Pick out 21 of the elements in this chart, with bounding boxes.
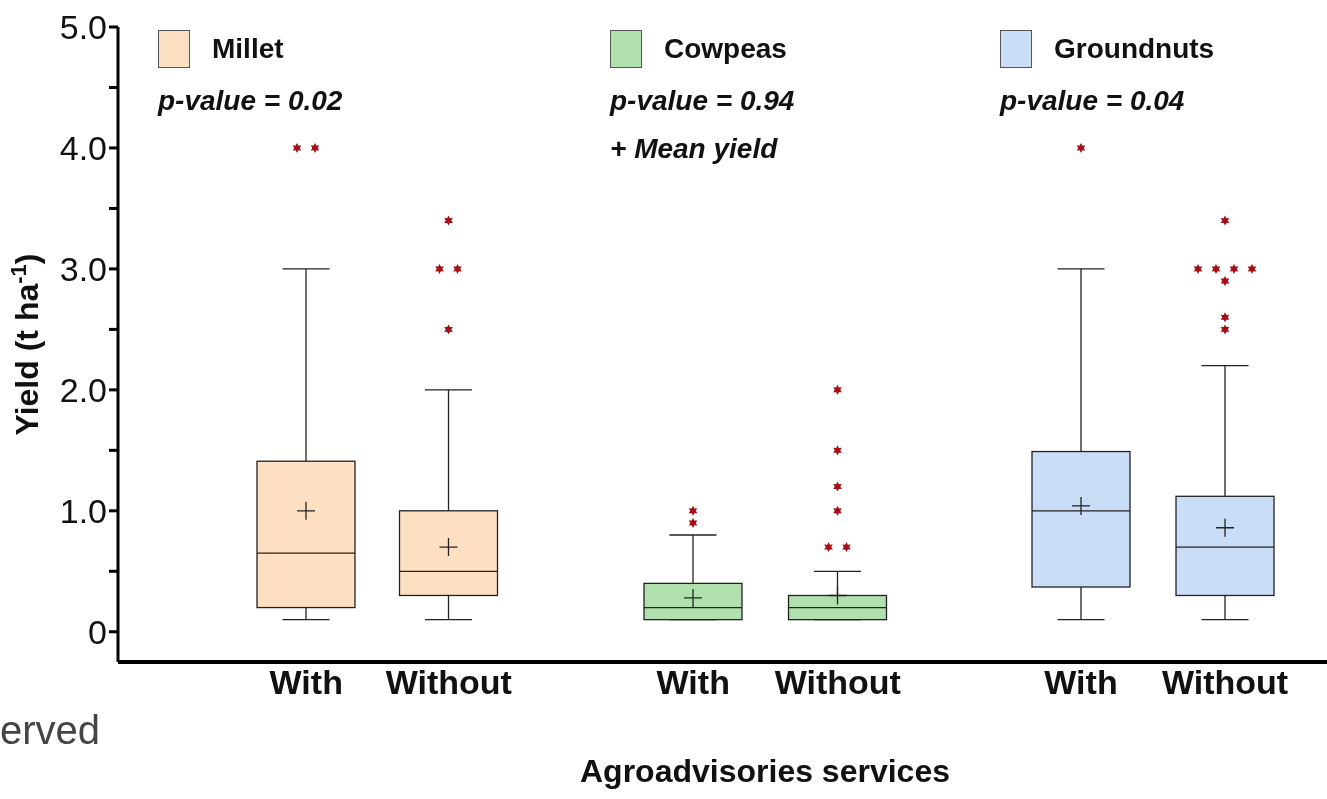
y-tick-label: 4.0	[59, 129, 107, 168]
y-tick-label: 3.0	[59, 249, 107, 288]
y-tick-label: 2.0	[59, 370, 107, 409]
annotation: p-value = 0.94	[610, 85, 795, 117]
legend-label: Groundnuts	[1054, 33, 1215, 65]
annotation: + Mean yield	[610, 133, 779, 165]
x-tick-label: With	[1044, 663, 1118, 702]
x-tick-label: Without	[774, 663, 901, 702]
x-tick-label: Without	[1161, 663, 1289, 702]
y-tick-label: 1.0	[59, 491, 107, 530]
legend-label: Millet	[212, 33, 284, 65]
text: erved	[0, 708, 101, 753]
annotation: p-value = 0.02	[158, 85, 343, 117]
annotation: p-value = 0.04	[1000, 85, 1186, 117]
x-tick-label: With	[269, 663, 343, 702]
legend-label: Cowpeas	[664, 33, 787, 65]
x-tick-label: Without	[385, 663, 512, 702]
x-axis-title: Agroadvisories services	[579, 753, 951, 790]
y-tick-label: 5.0	[59, 8, 107, 47]
y-tick-label: 0	[88, 612, 107, 651]
x-tick-label: With	[656, 663, 730, 702]
